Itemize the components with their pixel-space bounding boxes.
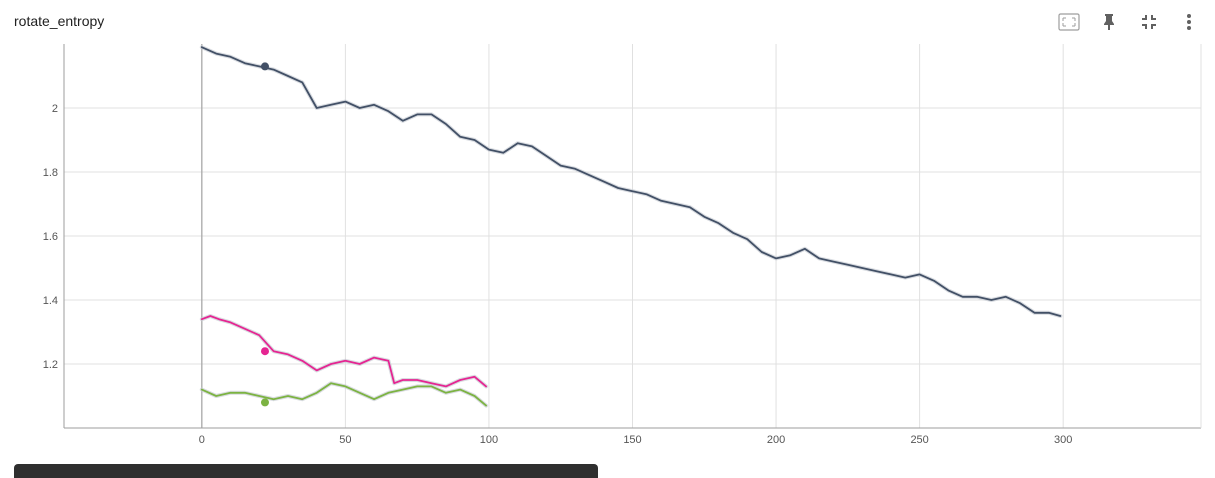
x-tick-label: 50 xyxy=(339,434,351,446)
x-tick-label: 300 xyxy=(1054,434,1072,446)
x-tick-label: 250 xyxy=(910,434,928,446)
toolbar xyxy=(1053,8,1205,36)
y-tick-label: 1.2 xyxy=(43,359,58,371)
fit-to-data-icon xyxy=(1058,13,1080,31)
pin-icon xyxy=(1104,14,1114,30)
line-chart[interactable]: 0 50 100 150 200 250 300 1.2 1.4 1.6 1.8 2 xyxy=(0,0,1215,460)
more-vert-icon xyxy=(1187,14,1191,30)
series-marker xyxy=(260,398,269,407)
pin-button[interactable] xyxy=(1093,8,1125,36)
y-tick-label: 1.4 xyxy=(43,295,58,307)
y-tick-label: 1.6 xyxy=(43,231,58,243)
card-header: rotate_entropy xyxy=(0,0,1215,44)
collapse-icon xyxy=(1142,15,1156,29)
series-marker xyxy=(260,62,269,71)
series-line xyxy=(200,46,1062,317)
more-options-button[interactable] xyxy=(1173,8,1205,36)
x-tick-label: 200 xyxy=(767,434,785,446)
x-tick-label: 100 xyxy=(480,434,498,446)
fit-domain-button[interactable] xyxy=(1053,8,1085,36)
series-marker xyxy=(260,347,269,356)
bottom-panel-edge xyxy=(14,464,598,478)
x-tick-label: 150 xyxy=(623,434,641,446)
collapse-button[interactable] xyxy=(1133,8,1165,36)
series-line xyxy=(200,315,488,388)
y-tick-label: 1.8 xyxy=(43,167,58,179)
card-title: rotate_entropy xyxy=(14,13,105,29)
x-tick-label: 0 xyxy=(199,434,205,446)
series-line xyxy=(200,382,488,407)
y-tick-label: 2 xyxy=(52,103,58,115)
